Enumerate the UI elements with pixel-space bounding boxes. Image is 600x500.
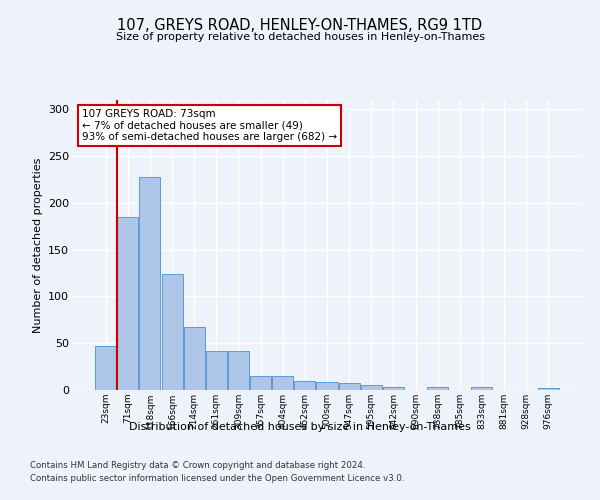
Text: Contains public sector information licensed under the Open Government Licence v3: Contains public sector information licen…: [30, 474, 404, 483]
Bar: [361, 386, 382, 390]
Bar: [95, 346, 116, 390]
Bar: [338, 384, 359, 390]
Bar: [295, 380, 316, 390]
Bar: [383, 387, 404, 390]
Bar: [538, 388, 559, 390]
Text: 107, GREYS ROAD, HENLEY-ON-THAMES, RG9 1TD: 107, GREYS ROAD, HENLEY-ON-THAMES, RG9 1…: [118, 18, 482, 32]
Bar: [272, 376, 293, 390]
Bar: [250, 376, 271, 390]
Bar: [316, 382, 338, 390]
Bar: [427, 387, 448, 390]
Bar: [161, 274, 182, 390]
Bar: [184, 328, 205, 390]
Bar: [206, 350, 227, 390]
Text: Size of property relative to detached houses in Henley-on-Thames: Size of property relative to detached ho…: [115, 32, 485, 42]
Text: Distribution of detached houses by size in Henley-on-Thames: Distribution of detached houses by size …: [129, 422, 471, 432]
Bar: [139, 176, 160, 390]
Text: Contains HM Land Registry data © Crown copyright and database right 2024.: Contains HM Land Registry data © Crown c…: [30, 460, 365, 469]
Bar: [228, 350, 249, 390]
Bar: [472, 387, 493, 390]
Bar: [118, 217, 139, 390]
Text: 107 GREYS ROAD: 73sqm
← 7% of detached houses are smaller (49)
93% of semi-detac: 107 GREYS ROAD: 73sqm ← 7% of detached h…: [82, 108, 337, 142]
Y-axis label: Number of detached properties: Number of detached properties: [32, 158, 43, 332]
